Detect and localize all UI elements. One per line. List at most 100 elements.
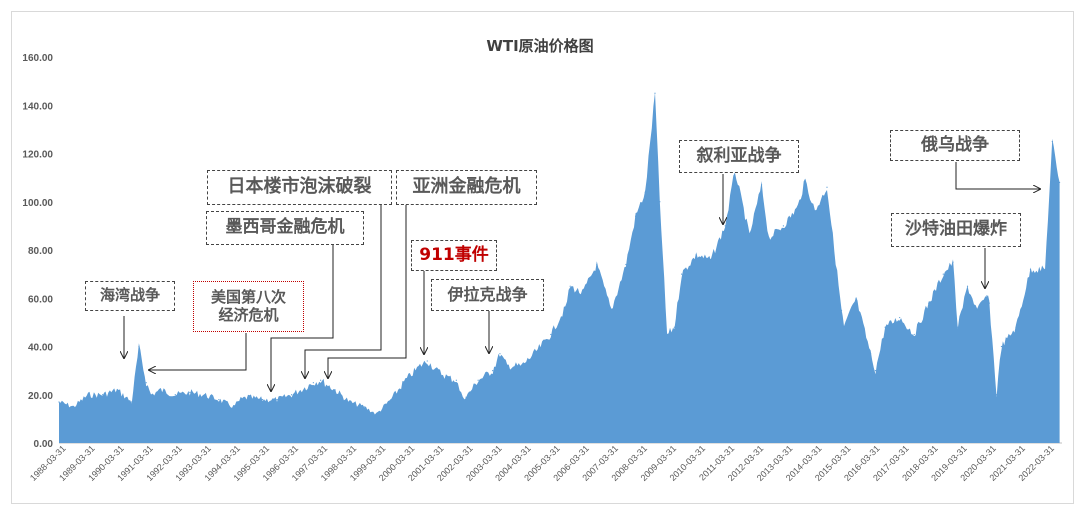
data-point bbox=[1000, 345, 1003, 348]
y-axis: 0.00 20.00 40.00 60.00 80.00 100.00 120.00 140.… bbox=[22, 53, 53, 450]
price-area bbox=[59, 92, 1060, 444]
arrow-russia-ukraine bbox=[955, 162, 1040, 189]
data-point bbox=[150, 394, 152, 396]
data-point bbox=[870, 353, 872, 355]
data-point bbox=[942, 273, 944, 275]
data-point bbox=[654, 92, 656, 94]
annotation-mexico-crisis: 墨西哥金融危机 bbox=[206, 211, 364, 245]
data-point bbox=[952, 261, 954, 263]
data-point bbox=[499, 353, 501, 355]
y-tick-label: 40.00 bbox=[28, 343, 53, 354]
data-point bbox=[666, 333, 668, 336]
y-tick-label: 120.00 bbox=[22, 150, 53, 161]
data-point bbox=[232, 406, 235, 408]
data-point bbox=[1044, 268, 1046, 270]
data-point bbox=[174, 394, 176, 396]
arrow-asia-crisis bbox=[328, 205, 407, 378]
data-point bbox=[976, 309, 978, 311]
data-point bbox=[843, 326, 845, 328]
data-point bbox=[116, 389, 118, 391]
annotation-iraq-war: 伊拉克战争 bbox=[431, 279, 544, 311]
annotation-mexico-crisis-label: 墨西哥金融危机 bbox=[225, 217, 345, 238]
data-point bbox=[957, 326, 959, 328]
data-point bbox=[988, 302, 990, 304]
data-point bbox=[966, 285, 969, 287]
data-point bbox=[928, 302, 930, 304]
data-point bbox=[477, 379, 479, 381]
data-point bbox=[760, 184, 763, 186]
annotation-saudi-explosion: 沙特油田爆炸 bbox=[891, 213, 1021, 247]
data-point bbox=[804, 179, 806, 181]
plot-area bbox=[58, 92, 1061, 444]
data-point bbox=[814, 210, 816, 212]
data-point bbox=[218, 398, 220, 401]
data-point bbox=[710, 259, 712, 261]
annotation-syria-war-label: 叙利亚战争 bbox=[696, 145, 782, 166]
annotation-iraq-war-label: 伊拉克战争 bbox=[447, 284, 528, 304]
data-point bbox=[550, 333, 552, 336]
y-tick-label: 80.00 bbox=[28, 246, 53, 257]
data-point bbox=[768, 237, 770, 239]
data-point bbox=[87, 394, 89, 396]
data-point bbox=[695, 254, 697, 256]
annotation-japan-bubble: 日本楼市泡沫破裂 bbox=[207, 170, 392, 205]
data-point bbox=[884, 326, 886, 328]
data-point bbox=[1051, 140, 1053, 143]
annotation-russia-ukraine: 俄乌战争 bbox=[890, 130, 1020, 161]
data-point bbox=[748, 234, 751, 237]
data-point bbox=[160, 389, 162, 391]
data-point bbox=[363, 406, 365, 408]
data-point bbox=[724, 225, 726, 227]
data-point bbox=[797, 205, 799, 208]
data-point bbox=[492, 370, 494, 372]
data-point bbox=[455, 379, 457, 381]
data-point bbox=[465, 396, 467, 398]
annotation-us-crisis-line2: 经济危机 bbox=[218, 305, 279, 324]
annotation-gulf-war: 海湾战争 bbox=[85, 281, 175, 311]
data-point bbox=[240, 398, 242, 401]
data-point bbox=[203, 394, 205, 396]
annotation-saudi-explosion-label: 沙特油田爆炸 bbox=[905, 219, 1007, 240]
arrow-mexico-crisis bbox=[271, 245, 334, 391]
data-point bbox=[290, 394, 293, 396]
data-point bbox=[506, 365, 508, 367]
data-point bbox=[1058, 181, 1061, 184]
annotation-911-label: 911事件 bbox=[419, 244, 489, 265]
data-point bbox=[58, 401, 60, 403]
annotation-us-crisis: 美国第八次 经济危机 bbox=[193, 281, 304, 332]
data-point bbox=[312, 382, 314, 384]
data-point bbox=[131, 401, 133, 403]
data-point bbox=[448, 377, 450, 379]
data-point bbox=[349, 401, 351, 403]
data-point bbox=[874, 370, 877, 372]
y-tick-label: 20.00 bbox=[28, 391, 53, 402]
annotation-us-crisis-line1: 美国第八次 bbox=[210, 288, 286, 307]
data-point bbox=[564, 307, 566, 309]
annotation-gulf-war-label: 海湾战争 bbox=[99, 286, 160, 305]
y-tick-label: 160.00 bbox=[22, 53, 53, 64]
annotation-syria-war: 叙利亚战争 bbox=[679, 140, 799, 173]
y-tick-label: 100.00 bbox=[22, 198, 53, 209]
data-point bbox=[535, 350, 537, 352]
data-point bbox=[334, 389, 336, 391]
data-point bbox=[782, 225, 784, 227]
data-point bbox=[390, 398, 392, 401]
data-point bbox=[261, 398, 264, 401]
y-tick-label: 0.00 bbox=[34, 439, 54, 450]
annotation-japan-bubble-label: 日本楼市泡沫破裂 bbox=[227, 176, 372, 198]
annotation-asia-crisis: 亚洲金融危机 bbox=[396, 170, 537, 205]
data-point bbox=[840, 309, 843, 311]
data-point bbox=[138, 345, 140, 348]
data-point bbox=[635, 215, 637, 217]
annotation-asia-crisis-label: 亚洲金融危机 bbox=[412, 176, 521, 198]
data-point bbox=[913, 333, 915, 336]
data-point bbox=[375, 413, 377, 415]
data-point bbox=[1015, 326, 1017, 328]
data-point bbox=[673, 326, 675, 328]
data-point bbox=[102, 394, 104, 396]
annotation-arrows bbox=[124, 162, 1040, 391]
data-point bbox=[596, 263, 598, 266]
data-point bbox=[569, 285, 571, 287]
data-point bbox=[521, 365, 523, 367]
